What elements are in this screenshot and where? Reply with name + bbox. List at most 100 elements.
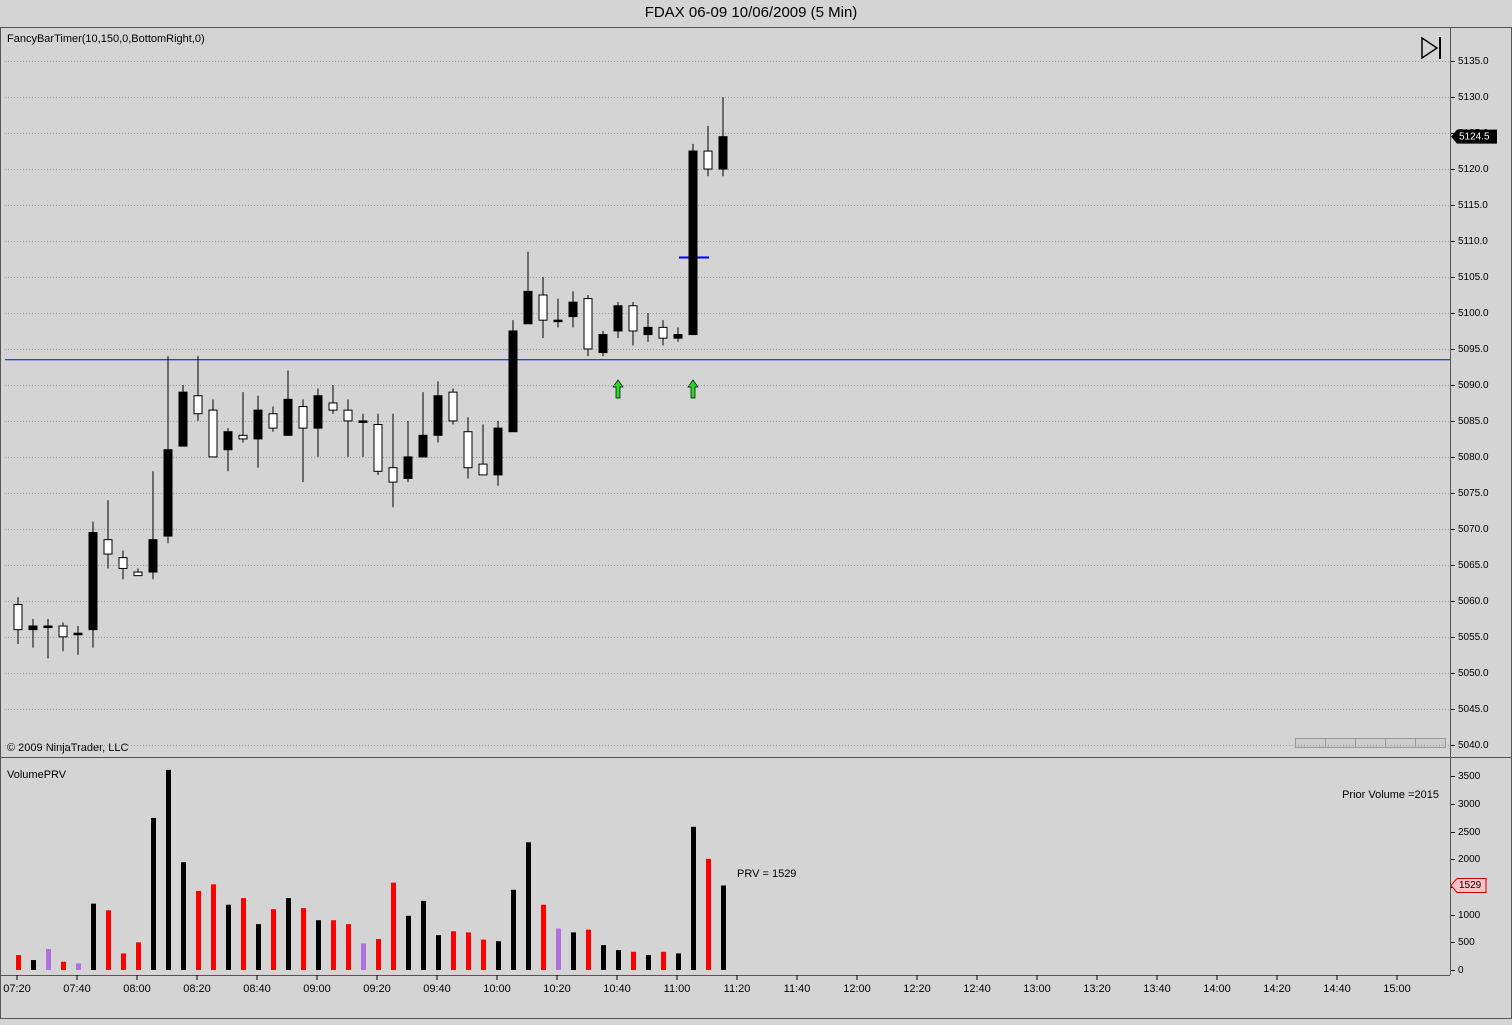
candle-body xyxy=(598,334,608,354)
volume-bar xyxy=(316,920,321,970)
y-tick-label: 5095.0 xyxy=(1458,344,1489,355)
y-tick-label: 3500 xyxy=(1458,771,1481,782)
volume-bar xyxy=(676,953,681,970)
volume-bar xyxy=(526,842,531,970)
y-tick-label: 2500 xyxy=(1458,827,1481,838)
candle-body xyxy=(673,334,683,339)
volume-bar xyxy=(16,955,21,970)
x-tick-label: 14:00 xyxy=(1203,983,1231,995)
volume-bar xyxy=(301,908,306,970)
candle xyxy=(583,294,593,357)
candle-body xyxy=(478,463,488,476)
window-title: FDAX 06-09 10/06/2009 (5 Min) xyxy=(645,4,858,21)
y-tick-label: 5100.0 xyxy=(1458,308,1489,319)
y-tick-label: 5120.0 xyxy=(1458,164,1489,175)
candle-body xyxy=(313,395,323,429)
volume-bar xyxy=(706,858,711,970)
candle xyxy=(643,312,653,342)
candle xyxy=(28,618,38,648)
volume-bar xyxy=(271,909,276,970)
x-tick-label: 15:00 xyxy=(1383,983,1411,995)
y-tick-label: 500 xyxy=(1458,937,1475,948)
play-icon xyxy=(1421,36,1439,60)
x-tick-label: 14:40 xyxy=(1323,983,1351,995)
candle xyxy=(73,626,83,655)
candle xyxy=(478,424,488,476)
volume-bar xyxy=(451,931,456,970)
candle xyxy=(193,356,203,421)
x-tick-label: 13:00 xyxy=(1023,983,1051,995)
y-tick-label: 5060.0 xyxy=(1458,596,1489,607)
volume-bar xyxy=(46,948,51,970)
scroll-to-end-button[interactable] xyxy=(1421,36,1441,60)
y-tick-label: 5055.0 xyxy=(1458,632,1489,643)
candle xyxy=(133,568,143,577)
x-tick-label: 11:00 xyxy=(664,983,691,995)
candle xyxy=(658,320,668,346)
y-tick-label: 3000 xyxy=(1458,799,1481,810)
y-tick-label: 5115.0 xyxy=(1458,200,1488,211)
candle-body xyxy=(463,431,473,469)
volume-bar xyxy=(346,924,351,970)
y-tick-label: 5110.0 xyxy=(1458,236,1488,247)
volume-bar xyxy=(406,915,411,970)
x-tick-label: 09:20 xyxy=(363,983,391,995)
arrow-up xyxy=(612,379,624,399)
volume-bar xyxy=(31,960,36,970)
candle-body xyxy=(328,402,338,411)
candle-body xyxy=(118,557,128,569)
candle xyxy=(208,399,218,458)
candle-body xyxy=(178,391,188,447)
y-tick-label: 5070.0 xyxy=(1458,524,1489,535)
candle-body xyxy=(553,319,563,323)
annotation: PRV = 1529 xyxy=(737,868,796,880)
volume-bar xyxy=(256,924,261,970)
candle xyxy=(568,291,578,328)
candle-body xyxy=(583,298,593,350)
volume-bar xyxy=(481,939,486,970)
candle xyxy=(388,413,398,508)
candle-body xyxy=(88,531,98,631)
candle xyxy=(118,550,128,580)
scrollbar-track xyxy=(1295,738,1446,748)
candle xyxy=(418,392,428,458)
x-tick-label: 12:40 xyxy=(963,983,991,995)
volume-bar xyxy=(631,951,636,970)
scrollbar[interactable] xyxy=(1295,738,1446,748)
y-tick-label: 2000 xyxy=(1458,854,1481,865)
y-tick-label: 5130.0 xyxy=(1458,92,1489,103)
candle xyxy=(688,143,698,336)
x-tick-label: 13:40 xyxy=(1143,983,1171,995)
y-tick-label: 5090.0 xyxy=(1458,380,1489,391)
candle-body xyxy=(658,326,668,339)
volume-bar xyxy=(616,950,621,970)
volume-bar xyxy=(496,941,501,970)
candle-body xyxy=(43,625,53,629)
volume-bar xyxy=(121,953,126,970)
candle-body xyxy=(688,150,698,336)
candle xyxy=(508,320,518,433)
candle-body xyxy=(493,427,503,476)
x-tick-label: 09:40 xyxy=(423,983,451,995)
signal-arrow xyxy=(612,379,624,399)
candle xyxy=(523,251,533,325)
last-price-marker xyxy=(1451,129,1497,144)
candle xyxy=(298,399,308,483)
y-tick-label: 5075.0 xyxy=(1458,488,1489,499)
volume-bar xyxy=(136,942,141,970)
candle xyxy=(223,428,233,472)
arrow-up xyxy=(687,379,699,399)
last-volume-marker xyxy=(1450,877,1487,893)
candle xyxy=(88,521,98,648)
copyright: © 2009 NinjaTrader, LLC xyxy=(7,742,128,754)
candle xyxy=(43,618,53,659)
candle xyxy=(178,384,188,447)
y-tick-label: 5135.0 xyxy=(1458,56,1489,67)
candle xyxy=(553,298,563,328)
candle xyxy=(103,500,113,569)
candle xyxy=(433,381,443,443)
candle-body xyxy=(223,431,233,451)
volume-bar xyxy=(91,903,96,970)
volume-bar xyxy=(436,935,441,970)
candle xyxy=(673,327,683,342)
